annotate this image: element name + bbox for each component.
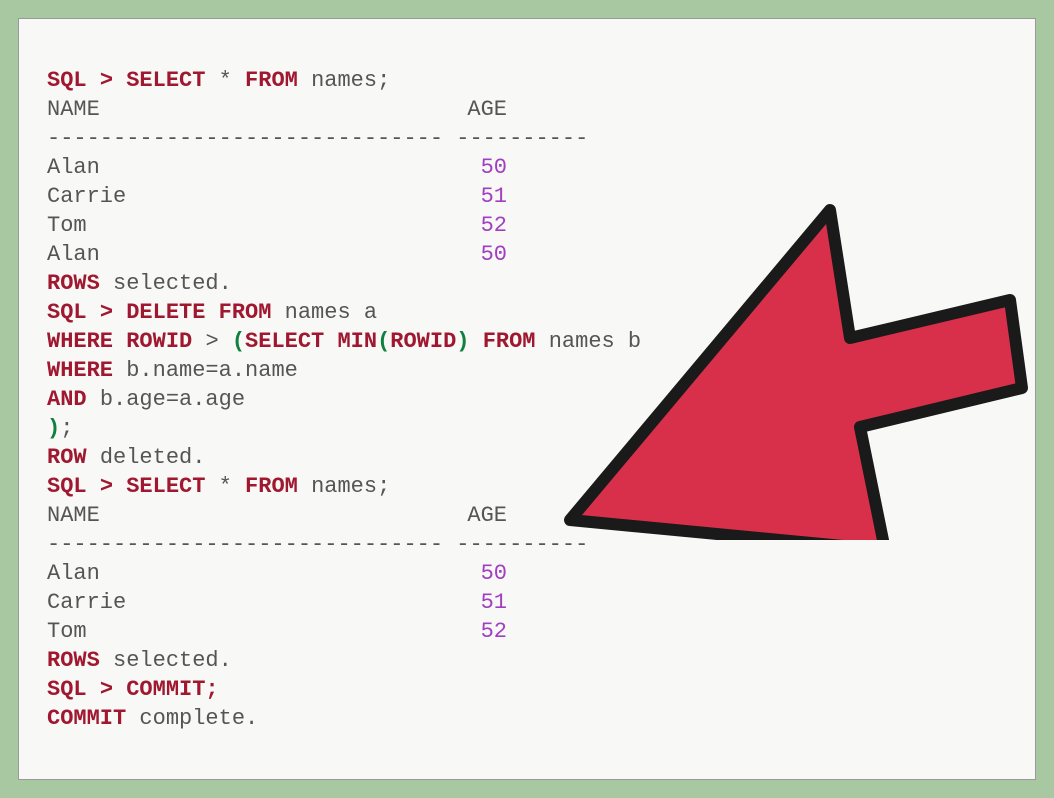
row-deleted: ROW deleted. [47,445,205,470]
cell-age: 51 [447,588,507,617]
cell-name: Carrie [47,182,447,211]
tbl: names; [311,68,390,93]
cell-name: Alan [47,559,447,588]
hdr-age: AGE [447,95,507,124]
names-a: names a [285,300,377,325]
table-row: Carrie51 [47,588,507,617]
cell-name: Tom [47,211,447,240]
kw-where: WHERE [47,358,113,383]
table-row: Alan50 [47,559,507,588]
cell-age: 51 [447,182,507,211]
header-1: NAMEAGE [47,97,507,122]
kw-delete: DELETE FROM [126,300,271,325]
cell-age: 52 [447,617,507,646]
kw-rowid: ROWID [126,329,192,354]
kw-where: WHERE [47,329,113,354]
rows-selected-1: ROWS selected. [47,271,232,296]
star: * [219,68,232,93]
sql-prompt: SQL [47,300,87,325]
txt-selected: selected. [113,648,232,673]
line-and: AND b.age=a.age [47,387,245,412]
kw-from: FROM [245,68,298,93]
kw-select: SELECT [245,329,324,354]
kw-select: SELECT [126,474,205,499]
kw-from: FROM [245,474,298,499]
bage: b.age=a.age [100,387,245,412]
gt: > [100,474,113,499]
line-where-2: WHERE b.name=a.name [47,358,298,383]
gt: > [100,677,113,702]
txt-deleted: deleted. [100,445,206,470]
txt-selected: selected. [113,271,232,296]
rparen: ) [456,329,469,354]
kw-and: AND [47,387,87,412]
hdr-age: AGE [447,501,507,530]
cell-age: 50 [447,153,507,182]
tbl: names; [311,474,390,499]
kw-commit: COMMIT [47,706,126,731]
bname: b.name=a.name [126,358,298,383]
line-delete: SQL > DELETE FROM names a [47,300,377,325]
table-row: Alan50 [47,153,507,182]
line-select-1: SQL > SELECT * FROM names; [47,68,390,93]
kw-rows: ROWS [47,271,100,296]
lparen: ( [232,329,245,354]
kw-select: SELECT [126,68,205,93]
line-close: ); [47,416,73,441]
table-row: Carrie51 [47,182,507,211]
gt: > [100,300,113,325]
cell-age: 52 [447,211,507,240]
cell-name: Alan [47,240,447,269]
cell-name: Carrie [47,588,447,617]
line-commit: SQL > COMMIT; [47,677,219,702]
kw-commit: COMMIT; [126,677,218,702]
lparen: ( [377,329,390,354]
commit-complete: COMMIT complete. [47,706,258,731]
txt-complete: complete. [139,706,258,731]
kw-rowid: ROWID [390,329,456,354]
sql-prompt: SQL [47,68,87,93]
sql-prompt: SQL [47,474,87,499]
table-row: Alan50 [47,240,507,269]
line-where-1: WHERE ROWID > (SELECT MIN(ROWID) FROM na… [47,329,641,354]
kw-min: MIN [337,329,377,354]
cell-name: Tom [47,617,447,646]
names-b: names b [549,329,641,354]
star: * [219,474,232,499]
sql-terminal: SQL > SELECT * FROM names; NAMEAGE -----… [18,18,1036,780]
line-select-2: SQL > SELECT * FROM names; [47,474,390,499]
kw-from: FROM [483,329,536,354]
sql-prompt: SQL [47,677,87,702]
hdr-name: NAME [47,95,447,124]
header-2: NAMEAGE [47,503,507,528]
gt: > [100,68,113,93]
cell-age: 50 [447,559,507,588]
table-row: Tom52 [47,617,507,646]
kw-row: ROW [47,445,87,470]
hdr-name: NAME [47,501,447,530]
cell-name: Alan [47,153,447,182]
cell-age: 50 [447,240,507,269]
gt-sym: > [205,329,218,354]
kw-rows: ROWS [47,648,100,673]
rows-selected-2: ROWS selected. [47,648,232,673]
table-row: Tom52 [47,211,507,240]
sep-1: ------------------------------ ---------… [47,126,588,151]
sep-2: ------------------------------ ---------… [47,532,588,557]
close-paren: ) [47,416,60,441]
